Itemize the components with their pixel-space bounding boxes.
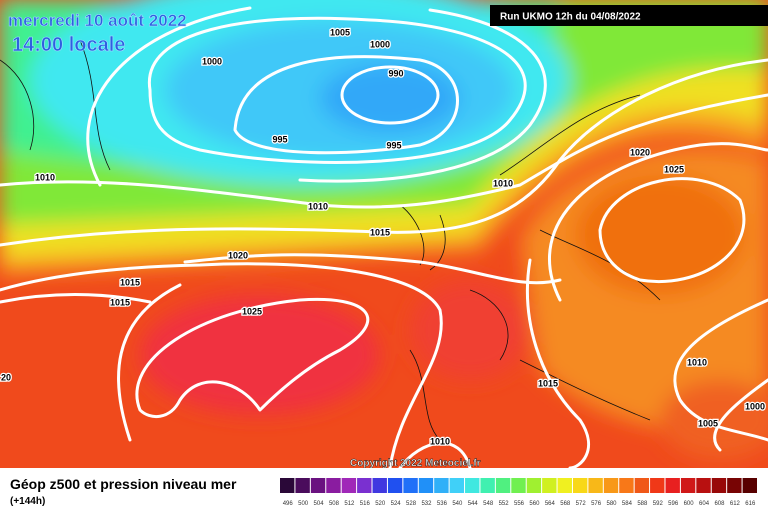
scale-label: 564 xyxy=(545,501,556,507)
scale-label: 592 xyxy=(653,501,664,507)
scale-label: 544 xyxy=(468,501,479,507)
scale-swatch xyxy=(326,478,341,493)
map-date: mercredi 10 août 2022 xyxy=(8,11,187,30)
isobar-label: 995 xyxy=(386,140,401,150)
scale-swatch xyxy=(434,478,449,493)
isobar-lines xyxy=(0,6,768,468)
isobar-label: 1010 xyxy=(35,172,55,182)
scale-swatch xyxy=(665,478,680,493)
coastlines xyxy=(0,39,661,441)
scale-label: 504 xyxy=(314,501,325,507)
isobar-label: 1015 xyxy=(110,297,130,307)
scale-label: 604 xyxy=(699,501,710,507)
scale-label: 520 xyxy=(375,501,386,507)
scale-swatch xyxy=(310,478,326,493)
scale-label: 608 xyxy=(714,501,725,507)
isobar-label: 20 xyxy=(1,372,11,382)
isobar-label: 1025 xyxy=(664,164,684,174)
scale-swatch xyxy=(526,478,542,493)
run-box xyxy=(490,5,768,26)
scale-swatch xyxy=(680,478,696,493)
scale-swatch xyxy=(588,478,603,493)
scale-swatch xyxy=(449,478,465,493)
scale-label: 500 xyxy=(298,501,309,507)
isobar-label: 1010 xyxy=(687,357,707,367)
scale-label: 580 xyxy=(607,501,618,507)
scale-swatch xyxy=(572,478,588,493)
scale-label: 600 xyxy=(684,501,695,507)
isobar-label: 1020 xyxy=(630,147,650,157)
run-label: Run UKMO 12h du 04/08/2022 xyxy=(500,12,641,23)
scale-swatch xyxy=(603,478,619,493)
scale-swatch xyxy=(372,478,387,493)
color-scale: 496 500 504 508 512 516 520 524 528 532 536 540 544 5… xyxy=(280,478,757,507)
isobar-label: 1010 xyxy=(308,201,328,211)
isobar-label: 1020 xyxy=(228,250,248,260)
isobar-label: 1015 xyxy=(538,378,558,388)
scale-label: 532 xyxy=(421,501,432,507)
scale-swatch xyxy=(634,478,650,493)
scale-label: 512 xyxy=(344,501,355,507)
copyright: Copyright 2022 Meteociel.fr xyxy=(350,458,481,469)
scale-swatch xyxy=(650,478,665,493)
scale-swatch xyxy=(727,478,742,493)
scale-swatch xyxy=(495,478,511,493)
scale-swatch xyxy=(511,478,526,493)
scale-label: 540 xyxy=(452,501,463,507)
isobar-label: 1005 xyxy=(330,27,350,37)
scale-swatch xyxy=(295,478,310,493)
scale-swatch xyxy=(403,478,418,493)
scale-swatch xyxy=(480,478,495,493)
map-time: 14:00 locale xyxy=(12,34,125,56)
isobar-label: 1005 xyxy=(698,418,718,428)
isobar-label: 1000 xyxy=(202,56,222,66)
scale-label: 548 xyxy=(483,501,494,507)
scale-label: 552 xyxy=(499,501,510,507)
scale-label: 528 xyxy=(406,501,417,507)
scale-label: 516 xyxy=(360,501,371,507)
scale-swatch xyxy=(557,478,572,493)
scale-label: 584 xyxy=(622,501,633,507)
scale-swatch xyxy=(711,478,727,493)
isobar-labels: 1005 1000 1000 990 995 995 1010 1010 101… xyxy=(0,26,766,448)
scale-swatch xyxy=(341,478,357,493)
scale-label: 612 xyxy=(730,501,741,507)
scale-swatch xyxy=(465,478,480,493)
footer-title: Géop z500 et pression niveau mer xyxy=(10,476,237,492)
isobar-label: 990 xyxy=(388,68,403,78)
isobar-label: 1010 xyxy=(493,178,513,188)
scale-swatch xyxy=(357,478,372,493)
scale-swatch xyxy=(619,478,634,493)
scale-label: 616 xyxy=(745,501,756,507)
isobar-label: 1015 xyxy=(120,277,140,287)
scale-label: 560 xyxy=(529,501,540,507)
scale-label: 588 xyxy=(637,501,648,507)
scale-label: 596 xyxy=(668,501,679,507)
footer-lead: (+144h) xyxy=(10,496,45,507)
scale-swatch xyxy=(742,478,757,493)
scale-label: 556 xyxy=(514,501,525,507)
scale-label: 496 xyxy=(283,501,294,507)
map-field: 1005 1000 1000 990 995 995 1010 1010 101… xyxy=(0,0,768,468)
scale-swatch xyxy=(696,478,711,493)
isobar-label: 1010 xyxy=(430,436,450,446)
isobar-label: 995 xyxy=(272,134,287,144)
scale-swatch xyxy=(387,478,403,493)
isobar-label: 1025 xyxy=(242,306,262,316)
scale-label: 568 xyxy=(560,501,571,507)
isobar-label: 1000 xyxy=(370,39,390,49)
scale-swatch xyxy=(542,478,557,493)
scale-label: 508 xyxy=(329,501,340,507)
scale-swatch xyxy=(418,478,434,493)
scale-label: 524 xyxy=(391,501,402,507)
isobar-label: 1000 xyxy=(745,401,765,411)
scale-label: 572 xyxy=(576,501,587,507)
scale-label: 536 xyxy=(437,501,448,507)
scale-label: 576 xyxy=(591,501,602,507)
scale-swatch xyxy=(280,478,295,493)
isobar-label: 1015 xyxy=(370,227,390,237)
